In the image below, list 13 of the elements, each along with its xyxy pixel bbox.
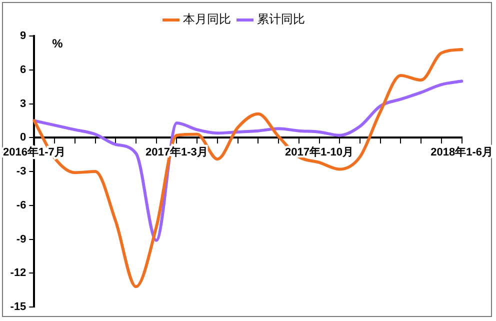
y-tick-label: 9	[20, 30, 26, 42]
y-tick-label: 0	[20, 132, 26, 144]
y-tick-label: -3	[16, 166, 26, 178]
legend-label: 本月同比	[183, 12, 231, 26]
y-tick-label: 3	[20, 98, 26, 110]
y-tick-label: -15	[10, 301, 26, 314]
y-tick-label: -12	[10, 267, 26, 280]
x-tick-label: 2018年1-6月	[430, 145, 494, 158]
y-tick-label: 6	[20, 64, 26, 76]
y-axis-title: %	[52, 36, 64, 50]
legend-label: 累计同比	[257, 12, 305, 26]
y-tick-label: -6	[16, 199, 26, 212]
y-tick-label: -9	[16, 233, 26, 246]
